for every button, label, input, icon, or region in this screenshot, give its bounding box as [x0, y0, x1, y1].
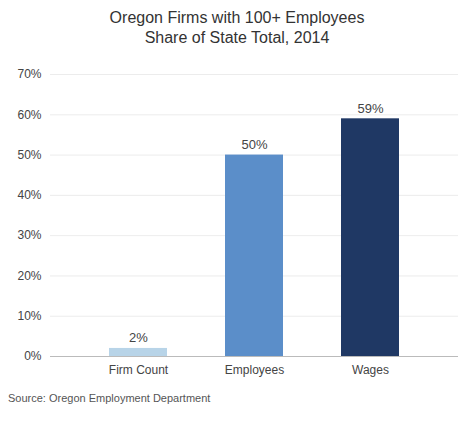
svg-text:10%: 10% — [17, 309, 41, 323]
svg-text:Wages: Wages — [352, 363, 389, 377]
html-text:Source: Oregon Employment Depa: Source: Oregon Employment Department — [8, 392, 211, 404]
html-text:Oregon Firms with 100+ Employe: Oregon Firms with 100+ Employees Share o… — [109, 9, 365, 46]
svg-text:Employees: Employees — [225, 363, 284, 377]
svg-text:20%: 20% — [17, 269, 41, 283]
svg-text:0%: 0% — [24, 349, 42, 363]
svg-text:2%: 2% — [129, 330, 148, 345]
svg-text:60%: 60% — [17, 108, 41, 122]
svg-text:40%: 40% — [17, 188, 41, 202]
svg-text:30%: 30% — [17, 228, 41, 242]
svg-text:70%: 70% — [17, 67, 41, 81]
svg-text:50%: 50% — [17, 148, 41, 162]
svg-text:59%: 59% — [357, 101, 383, 116]
svg-text:50%: 50% — [241, 137, 267, 152]
svg-text:Firm Count: Firm Count — [109, 363, 169, 377]
